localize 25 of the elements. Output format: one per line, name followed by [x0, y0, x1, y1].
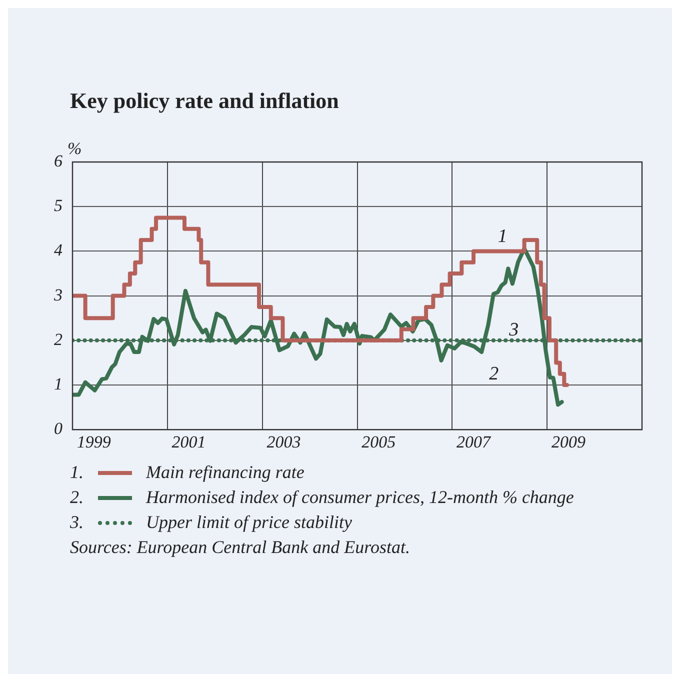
y-tick-label: 1: [54, 374, 62, 394]
source-note: Sources: European Central Bank and Eurostat.: [70, 536, 411, 559]
text: 3.: [70, 511, 84, 534]
y-tick-label: 3: [53, 285, 62, 304]
x-tick-label: 1999: [76, 432, 112, 452]
y-tick-label: 2: [54, 330, 63, 349]
y-axis-title: %: [68, 138, 82, 158]
annotation: 2: [489, 364, 500, 385]
chart-title: Key policy rate and inflation: [70, 88, 339, 114]
x-tick-label: 2005: [362, 432, 396, 452]
y-tick-label: 0: [54, 419, 63, 438]
y-tick-label: 6: [54, 151, 63, 170]
annotation: 3: [508, 320, 519, 341]
x-tick-label: 2003: [266, 432, 301, 452]
annotation: 1: [498, 226, 508, 247]
legend-label: Harmonised index of consumer prices, 12-month % change: [146, 486, 574, 509]
text: 1.: [70, 461, 84, 484]
x-tick-label: 2009: [551, 432, 586, 452]
text: 2.: [70, 486, 84, 509]
y-tick-label: 4: [54, 240, 63, 260]
x-tick-label: 2001: [172, 432, 206, 452]
x-tick-label: 2007: [456, 432, 492, 452]
y-tick-label: 5: [54, 196, 62, 216]
legend-label: Main refinancing rate: [146, 461, 304, 484]
legend-label: Upper limit of price stability: [146, 511, 352, 534]
